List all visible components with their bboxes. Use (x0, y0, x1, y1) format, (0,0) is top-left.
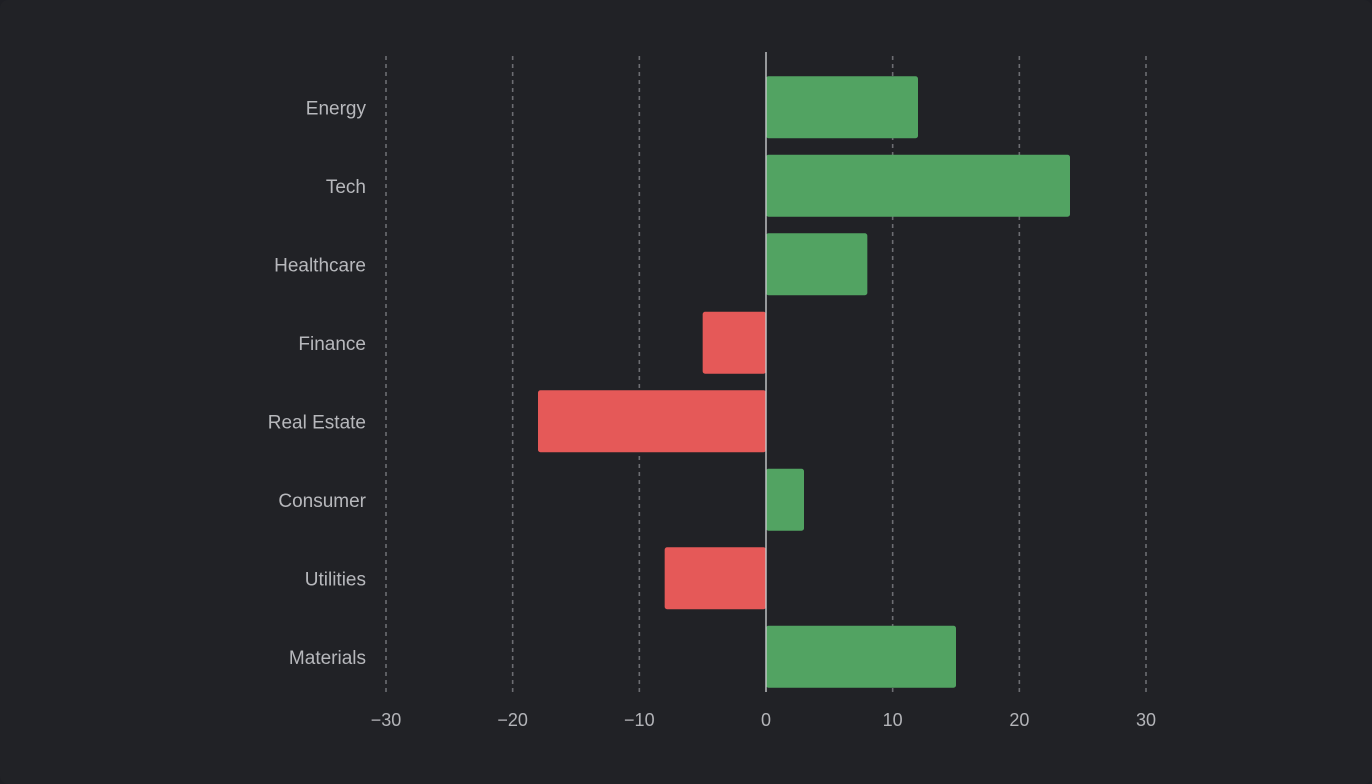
bar-real-estate (538, 390, 766, 453)
bar-energy (766, 76, 918, 139)
x-tick-label: 0 (761, 710, 771, 730)
x-tick-label: −30 (371, 710, 402, 730)
category-label: Consumer (278, 491, 366, 512)
label-layer: −30 −20 −10 0 10 20 30 Energy Tech Healthcare Fina… (268, 98, 1156, 730)
bar-tech (766, 154, 1070, 217)
category-label: Finance (298, 334, 366, 355)
category-label: Real Estate (268, 412, 366, 433)
bar-healthcare (766, 233, 868, 296)
category-label: Tech (326, 177, 366, 198)
bar-utilities (664, 547, 766, 610)
bar-layer (538, 76, 1070, 688)
category-label: Utilities (305, 569, 366, 590)
x-tick-label: −10 (624, 710, 655, 730)
category-label: Energy (306, 98, 367, 119)
bar-materials (766, 625, 956, 688)
category-label: Healthcare (274, 255, 366, 276)
bar-finance (702, 311, 766, 374)
x-tick-label: 20 (1009, 710, 1029, 730)
bar-consumer (766, 468, 804, 531)
category-label: Materials (289, 648, 366, 669)
x-tick-label: 10 (883, 710, 903, 730)
x-tick-label: 30 (1136, 710, 1156, 730)
x-tick-label: −20 (497, 710, 528, 730)
